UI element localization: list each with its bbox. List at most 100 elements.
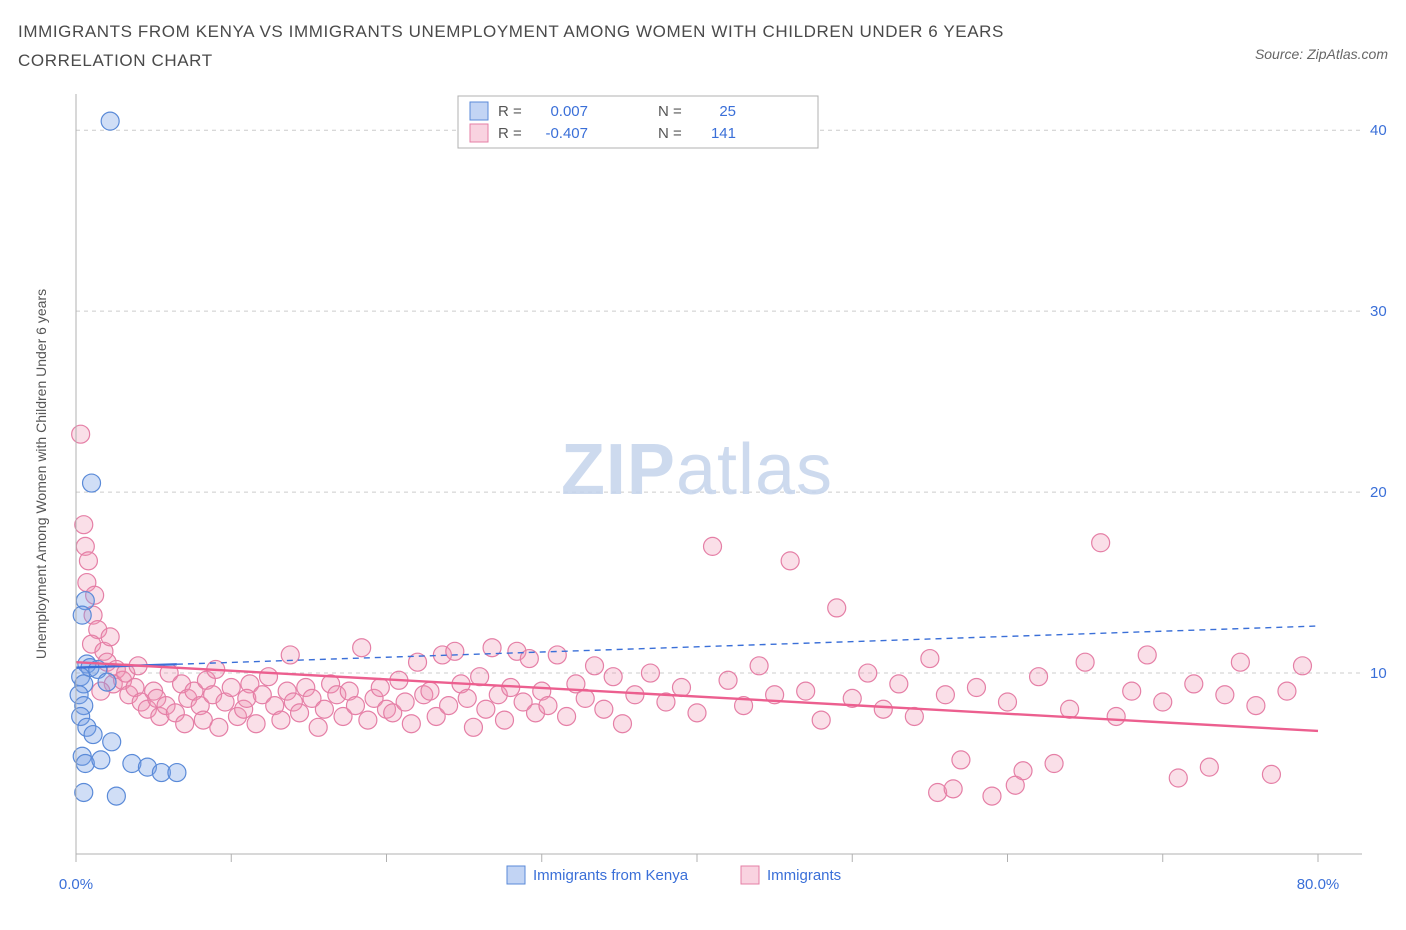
point-immigrants bbox=[210, 718, 228, 736]
x-tick-label: 0.0% bbox=[59, 876, 93, 893]
legend-r-kenya: 0.007 bbox=[550, 103, 588, 120]
point-immigrants bbox=[446, 642, 464, 660]
point-kenya bbox=[83, 474, 101, 492]
bottom-legend-swatch-immigrants bbox=[741, 866, 759, 884]
legend-swatch-immigrants bbox=[470, 124, 488, 142]
point-immigrants bbox=[176, 714, 194, 732]
point-immigrants bbox=[719, 671, 737, 689]
point-immigrants bbox=[471, 667, 489, 685]
point-kenya bbox=[75, 783, 93, 801]
point-immigrants bbox=[1061, 700, 1079, 718]
point-immigrants bbox=[1278, 682, 1296, 700]
point-immigrants bbox=[1107, 707, 1125, 725]
point-immigrants bbox=[952, 751, 970, 769]
point-immigrants bbox=[79, 552, 97, 570]
point-immigrants bbox=[576, 689, 594, 707]
point-immigrants bbox=[613, 714, 631, 732]
y-tick-label: 40.0% bbox=[1370, 122, 1388, 139]
legend-r-label: R = bbox=[498, 103, 522, 120]
point-immigrants bbox=[1092, 534, 1110, 552]
point-immigrants bbox=[1169, 769, 1187, 787]
point-immigrants bbox=[1216, 686, 1234, 704]
y-tick-label: 10.0% bbox=[1370, 665, 1388, 682]
chart-title: IMMIGRANTS FROM KENYA VS IMMIGRANTS UNEM… bbox=[18, 18, 1118, 76]
source-credit: Source: ZipAtlas.com bbox=[1255, 46, 1388, 62]
point-immigrants bbox=[1185, 675, 1203, 693]
point-immigrants bbox=[222, 678, 240, 696]
point-immigrants bbox=[1123, 682, 1141, 700]
point-immigrants bbox=[1200, 758, 1218, 776]
legend-n-label: N = bbox=[658, 125, 682, 142]
point-immigrants bbox=[626, 686, 644, 704]
point-immigrants bbox=[359, 711, 377, 729]
point-immigrants bbox=[238, 689, 256, 707]
chart-header: IMMIGRANTS FROM KENYA VS IMMIGRANTS UNEM… bbox=[18, 18, 1388, 76]
point-immigrants bbox=[812, 711, 830, 729]
point-immigrants bbox=[1154, 693, 1172, 711]
point-immigrants bbox=[672, 678, 690, 696]
point-immigrants bbox=[247, 714, 265, 732]
point-kenya bbox=[98, 673, 116, 691]
point-immigrants bbox=[281, 646, 299, 664]
point-immigrants bbox=[586, 657, 604, 675]
point-immigrants bbox=[1138, 646, 1156, 664]
point-kenya bbox=[76, 754, 94, 772]
point-immigrants bbox=[548, 646, 566, 664]
point-immigrants bbox=[797, 682, 815, 700]
point-immigrants bbox=[421, 682, 439, 700]
source-name: ZipAtlas.com bbox=[1307, 46, 1388, 62]
point-immigrants bbox=[402, 714, 420, 732]
point-immigrants bbox=[477, 700, 495, 718]
point-immigrants bbox=[1247, 696, 1265, 714]
point-immigrants bbox=[272, 711, 290, 729]
point-immigrants bbox=[371, 678, 389, 696]
bottom-legend-label-kenya: Immigrants from Kenya bbox=[533, 867, 689, 884]
point-immigrants bbox=[353, 638, 371, 656]
y-tick-label: 30.0% bbox=[1370, 303, 1388, 320]
point-kenya bbox=[168, 763, 186, 781]
point-immigrants bbox=[72, 425, 90, 443]
point-kenya bbox=[103, 733, 121, 751]
point-immigrants bbox=[967, 678, 985, 696]
point-immigrants bbox=[921, 649, 939, 667]
point-kenya bbox=[84, 725, 102, 743]
legend-swatch-kenya bbox=[470, 102, 488, 120]
point-immigrants bbox=[604, 667, 622, 685]
point-immigrants bbox=[309, 718, 327, 736]
point-kenya bbox=[101, 112, 119, 130]
legend-n-label: N = bbox=[658, 103, 682, 120]
point-immigrants bbox=[1262, 765, 1280, 783]
point-immigrants bbox=[440, 696, 458, 714]
bottom-legend-swatch-kenya bbox=[507, 866, 525, 884]
legend-r-label: R = bbox=[498, 125, 522, 142]
point-kenya bbox=[123, 754, 141, 772]
point-immigrants bbox=[781, 552, 799, 570]
point-immigrants bbox=[1293, 657, 1311, 675]
watermark: ZIPatlas bbox=[561, 430, 833, 510]
y-tick-label: 20.0% bbox=[1370, 484, 1388, 501]
point-immigrants bbox=[464, 718, 482, 736]
bottom-legend-label-immigrants: Immigrants bbox=[767, 867, 841, 884]
point-immigrants bbox=[983, 787, 1001, 805]
point-immigrants bbox=[750, 657, 768, 675]
point-immigrants bbox=[1045, 754, 1063, 772]
point-kenya bbox=[92, 751, 110, 769]
point-immigrants bbox=[558, 707, 576, 725]
x-tick-label: 80.0% bbox=[1297, 876, 1340, 893]
point-immigrants bbox=[396, 693, 414, 711]
point-immigrants bbox=[929, 783, 947, 801]
point-immigrants bbox=[495, 711, 513, 729]
point-immigrants bbox=[905, 707, 923, 725]
point-immigrants bbox=[874, 700, 892, 718]
point-immigrants bbox=[260, 667, 278, 685]
legend-n-immigrants: 141 bbox=[711, 125, 736, 142]
point-immigrants bbox=[704, 537, 722, 555]
point-immigrants bbox=[936, 686, 954, 704]
point-immigrants bbox=[828, 599, 846, 617]
point-immigrants bbox=[688, 704, 706, 722]
point-immigrants bbox=[1030, 667, 1048, 685]
source-prefix: Source: bbox=[1255, 46, 1307, 62]
chart-svg: 10.0%20.0%30.0%40.0%ZIPatlas0.0%80.0%Une… bbox=[18, 84, 1388, 904]
point-immigrants bbox=[75, 515, 93, 533]
point-immigrants bbox=[346, 696, 364, 714]
